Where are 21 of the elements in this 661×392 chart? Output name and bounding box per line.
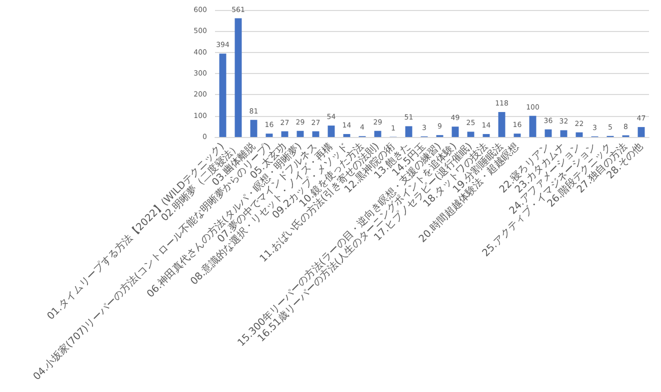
bar [405, 126, 412, 137]
bar [482, 134, 490, 137]
bar [560, 130, 568, 137]
bar [234, 18, 242, 137]
bar [638, 127, 645, 137]
bar [219, 54, 226, 137]
bar [467, 132, 474, 137]
bar [312, 131, 320, 137]
bar [452, 126, 459, 137]
bar [498, 112, 506, 137]
bar [529, 116, 536, 137]
bar [576, 132, 583, 137]
bar [374, 130, 382, 137]
bar [514, 134, 521, 137]
bar [544, 129, 552, 137]
bar [328, 126, 335, 137]
bar [281, 131, 288, 137]
bar [250, 120, 258, 137]
bar [296, 130, 304, 137]
bar [343, 134, 350, 137]
bar [266, 134, 273, 137]
